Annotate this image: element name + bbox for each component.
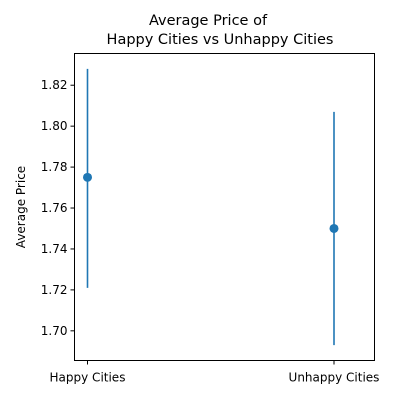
chart-title-line-1: Average Price of <box>149 13 268 29</box>
y-axis-ticks: 1.70 1.72 1.74 1.76 1.78 1.80 1.82 <box>41 78 75 338</box>
y-tick-label: 1.70 <box>41 324 68 338</box>
x-tick-label: Unhappy Cities <box>289 371 380 385</box>
x-tick-label: Happy Cities <box>50 371 126 385</box>
chart-title-line-2: Happy Cities vs Unhappy Cities <box>107 32 334 48</box>
data-marks <box>83 68 339 346</box>
plot-frame <box>74 53 375 361</box>
y-tick-label: 1.80 <box>41 119 68 133</box>
y-tick-label: 1.76 <box>41 201 68 215</box>
chart-title: Average Price of Happy Cities vs Unhappy… <box>107 13 334 48</box>
y-tick-label: 1.82 <box>41 78 68 92</box>
y-tick-label: 1.78 <box>41 160 68 174</box>
y-tick-label: 1.72 <box>41 283 68 297</box>
data-point <box>83 172 92 182</box>
y-axis-label: Average Price <box>14 166 28 248</box>
y-tick-label: 1.74 <box>41 242 68 256</box>
x-axis-ticks: Happy Cities Unhappy Cities <box>50 360 380 385</box>
data-point <box>329 223 339 233</box>
